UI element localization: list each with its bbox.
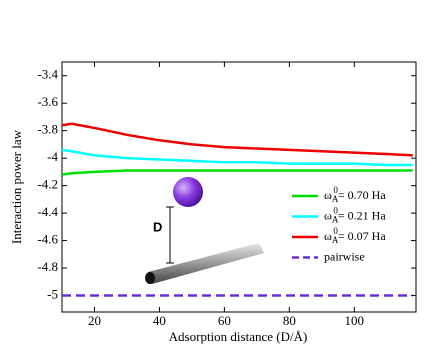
plot-frame	[61, 61, 417, 313]
x-tick-label: 20	[88, 313, 101, 328]
x-tick-label: 80	[283, 313, 296, 328]
rod	[148, 243, 264, 284]
y-tick-label: -4.2	[37, 177, 58, 192]
illustration: D	[145, 177, 264, 284]
y-tick-label: -3.4	[37, 67, 58, 82]
x-tick-label: 40	[153, 313, 166, 328]
y-tick-label: -5	[47, 287, 58, 302]
legend-label: ωA0= 0.21 Ha	[324, 206, 386, 225]
y-tick-label: -4.8	[37, 259, 58, 274]
legend-label: ωA0= 0.07 Ha	[324, 226, 386, 245]
legend-label: pairwise	[324, 249, 365, 263]
y-tick-label: -3.6	[37, 94, 58, 109]
y-axis-label: Interaction power law	[9, 129, 24, 244]
y-tick-label: -4.6	[37, 232, 58, 247]
legend-label: ωA0= 0.70 Ha	[324, 185, 386, 204]
y-tick-label: -4.4	[37, 204, 58, 219]
series-line	[61, 122, 413, 157]
annotation: D	[153, 219, 162, 234]
series-line	[61, 169, 413, 176]
series-line	[61, 148, 413, 167]
x-tick-label: 100	[345, 313, 365, 328]
rod-end	[145, 272, 155, 284]
y-tick-label: -4	[47, 149, 58, 164]
y-tick-label: -3.8	[37, 122, 58, 137]
x-axis-label: Adsorption distance (D/Å)	[169, 329, 308, 344]
x-tick-label: 60	[218, 313, 231, 328]
sphere	[173, 177, 203, 207]
